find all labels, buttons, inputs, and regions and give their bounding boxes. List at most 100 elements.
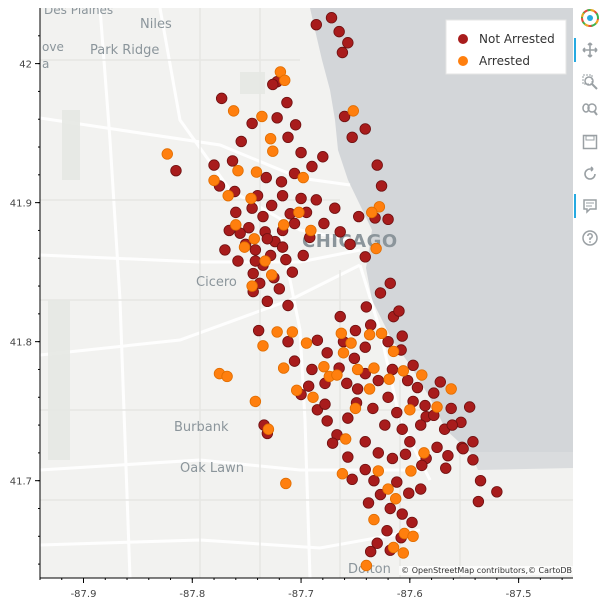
reset-icon[interactable] bbox=[580, 164, 600, 184]
point-not-arrested[interactable] bbox=[415, 483, 427, 495]
point-not-arrested[interactable] bbox=[382, 391, 394, 403]
point-arrested[interactable] bbox=[262, 423, 275, 435]
point-not-arrested[interactable] bbox=[249, 255, 262, 267]
point-not-arrested[interactable] bbox=[375, 180, 388, 192]
point-not-arrested[interactable] bbox=[281, 96, 293, 109]
point-not-arrested[interactable] bbox=[321, 347, 333, 359]
point-not-arrested[interactable] bbox=[235, 135, 247, 148]
point-not-arrested[interactable] bbox=[282, 131, 294, 143]
point-not-arrested[interactable] bbox=[280, 253, 292, 266]
wheel-zoom-icon[interactable] bbox=[580, 100, 600, 120]
point-not-arrested[interactable] bbox=[359, 341, 371, 353]
point-arrested[interactable] bbox=[297, 171, 309, 184]
point-not-arrested[interactable] bbox=[446, 419, 458, 431]
point-arrested[interactable] bbox=[227, 105, 240, 117]
point-arrested[interactable] bbox=[161, 148, 173, 160]
point-not-arrested[interactable] bbox=[391, 406, 403, 419]
point-arrested[interactable] bbox=[293, 206, 305, 219]
point-not-arrested[interactable] bbox=[170, 164, 182, 177]
point-arrested[interactable] bbox=[337, 347, 350, 359]
point-not-arrested[interactable] bbox=[351, 383, 364, 395]
point-not-arrested[interactable] bbox=[321, 415, 333, 427]
point-arrested[interactable] bbox=[370, 242, 382, 255]
point-arrested[interactable] bbox=[291, 384, 303, 397]
point-not-arrested[interactable] bbox=[396, 508, 408, 520]
point-not-arrested[interactable] bbox=[319, 398, 331, 410]
point-not-arrested[interactable] bbox=[219, 244, 231, 256]
point-not-arrested[interactable] bbox=[267, 78, 279, 91]
point-arrested[interactable] bbox=[230, 219, 242, 231]
point-not-arrested[interactable] bbox=[416, 459, 428, 472]
point-not-arrested[interactable] bbox=[396, 423, 408, 435]
point-not-arrested[interactable] bbox=[407, 359, 419, 371]
point-not-arrested[interactable] bbox=[419, 399, 431, 412]
hover-icon[interactable] bbox=[574, 194, 600, 218]
point-not-arrested[interactable] bbox=[359, 463, 371, 476]
point-not-arrested[interactable] bbox=[252, 324, 265, 337]
point-not-arrested[interactable] bbox=[396, 330, 408, 342]
point-arrested[interactable] bbox=[248, 233, 260, 245]
point-not-arrested[interactable] bbox=[467, 436, 479, 448]
point-not-arrested[interactable] bbox=[271, 112, 283, 124]
point-arrested[interactable] bbox=[351, 363, 364, 376]
point-not-arrested[interactable] bbox=[243, 221, 255, 234]
point-not-arrested[interactable] bbox=[371, 537, 383, 549]
point-not-arrested[interactable] bbox=[342, 451, 354, 463]
point-not-arrested[interactable] bbox=[286, 266, 299, 278]
point-not-arrested[interactable] bbox=[411, 381, 424, 394]
point-not-arrested[interactable] bbox=[399, 448, 412, 460]
point-not-arrested[interactable] bbox=[289, 119, 302, 131]
point-not-arrested[interactable] bbox=[467, 454, 479, 466]
point-not-arrested[interactable] bbox=[359, 123, 371, 135]
point-not-arrested[interactable] bbox=[261, 295, 274, 308]
point-not-arrested[interactable] bbox=[310, 194, 322, 206]
point-not-arrested[interactable] bbox=[276, 241, 289, 253]
point-not-arrested[interactable] bbox=[329, 202, 341, 214]
point-not-arrested[interactable] bbox=[342, 37, 354, 49]
point-not-arrested[interactable] bbox=[367, 402, 379, 415]
point-not-arrested[interactable] bbox=[261, 233, 274, 245]
point-arrested[interactable] bbox=[347, 105, 359, 117]
point-not-arrested[interactable] bbox=[360, 301, 373, 313]
point-not-arrested[interactable] bbox=[344, 238, 356, 251]
point-not-arrested[interactable] bbox=[275, 176, 288, 188]
point-not-arrested[interactable] bbox=[428, 387, 440, 399]
point-arrested[interactable] bbox=[349, 402, 362, 415]
point-not-arrested[interactable] bbox=[336, 46, 349, 59]
point-arrested[interactable] bbox=[336, 468, 349, 480]
point-not-arrested[interactable] bbox=[474, 474, 487, 487]
point-arrested[interactable] bbox=[307, 391, 319, 403]
point-not-arrested[interactable] bbox=[415, 419, 427, 431]
point-not-arrested[interactable] bbox=[306, 160, 318, 173]
point-not-arrested[interactable] bbox=[391, 476, 403, 488]
point-not-arrested[interactable] bbox=[372, 374, 384, 387]
point-not-arrested[interactable] bbox=[310, 18, 322, 31]
point-not-arrested[interactable] bbox=[246, 202, 258, 214]
point-arrested[interactable] bbox=[318, 360, 330, 373]
point-not-arrested[interactable] bbox=[311, 334, 324, 346]
point-not-arrested[interactable] bbox=[386, 452, 399, 465]
point-not-arrested[interactable] bbox=[404, 436, 416, 448]
point-arrested[interactable] bbox=[286, 326, 299, 338]
point-arrested[interactable] bbox=[264, 132, 277, 145]
point-arrested[interactable] bbox=[249, 395, 262, 408]
point-not-arrested[interactable] bbox=[445, 402, 457, 415]
point-not-arrested[interactable] bbox=[359, 251, 371, 263]
scatter-points[interactable] bbox=[161, 12, 503, 572]
point-arrested[interactable] bbox=[232, 164, 244, 177]
point-not-arrested[interactable] bbox=[472, 495, 485, 508]
point-not-arrested[interactable] bbox=[382, 335, 394, 348]
point-not-arrested[interactable] bbox=[334, 310, 346, 323]
point-arrested[interactable] bbox=[382, 483, 394, 495]
point-not-arrested[interactable] bbox=[362, 497, 375, 509]
point-arrested[interactable] bbox=[368, 513, 380, 526]
box-zoom-icon[interactable] bbox=[580, 72, 600, 92]
point-arrested[interactable] bbox=[305, 224, 317, 237]
logo-icon[interactable] bbox=[580, 8, 600, 28]
point-arrested[interactable] bbox=[259, 255, 271, 267]
point-arrested[interactable] bbox=[331, 369, 343, 381]
point-not-arrested[interactable] bbox=[295, 146, 307, 159]
point-not-arrested[interactable] bbox=[359, 436, 371, 448]
point-arrested[interactable] bbox=[277, 219, 290, 231]
